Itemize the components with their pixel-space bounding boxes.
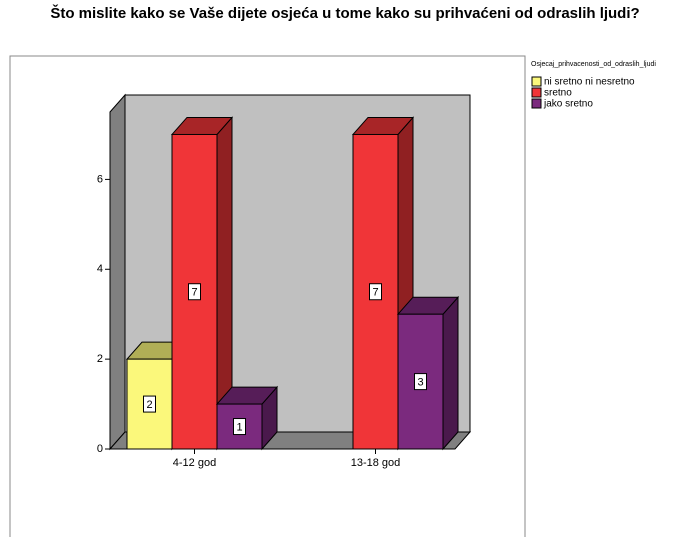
y-tick-label: 6 [97,173,103,185]
value-label: 3 [417,377,423,389]
value-label-box [414,373,427,391]
value-label-box [233,418,246,436]
value-label-box [369,283,382,301]
value-label: 2 [146,399,152,411]
y-tick-label: 2 [97,353,103,365]
value-label-box [188,283,201,301]
value-label: 7 [372,287,378,299]
y-tick-label: 0 [97,443,103,455]
x-tick-label: 4-12 god [173,457,216,469]
legend-label: jako sretno [543,99,593,110]
left-wall [109,93,126,451]
value-label: 7 [191,287,197,299]
legend-swatch [531,98,542,109]
legend-swatch [531,87,542,98]
value-label-box [143,395,156,413]
chart-title: Što mislite kako se Vaše dijete osjeća u… [50,5,640,22]
y-tick-label: 4 [97,263,103,275]
bar-side [442,295,459,451]
x-tick-label: 13-18 god [351,457,401,469]
chart-frame [9,55,526,537]
legend-title: Osjecaj_prihvacenosti_od_odraslih_ljudi [531,61,656,68]
legend-label: sretno [544,88,572,99]
legend-label: ni sretno ni nesretno [544,77,635,88]
value-label: 1 [236,421,242,433]
legend-swatch [531,76,542,87]
